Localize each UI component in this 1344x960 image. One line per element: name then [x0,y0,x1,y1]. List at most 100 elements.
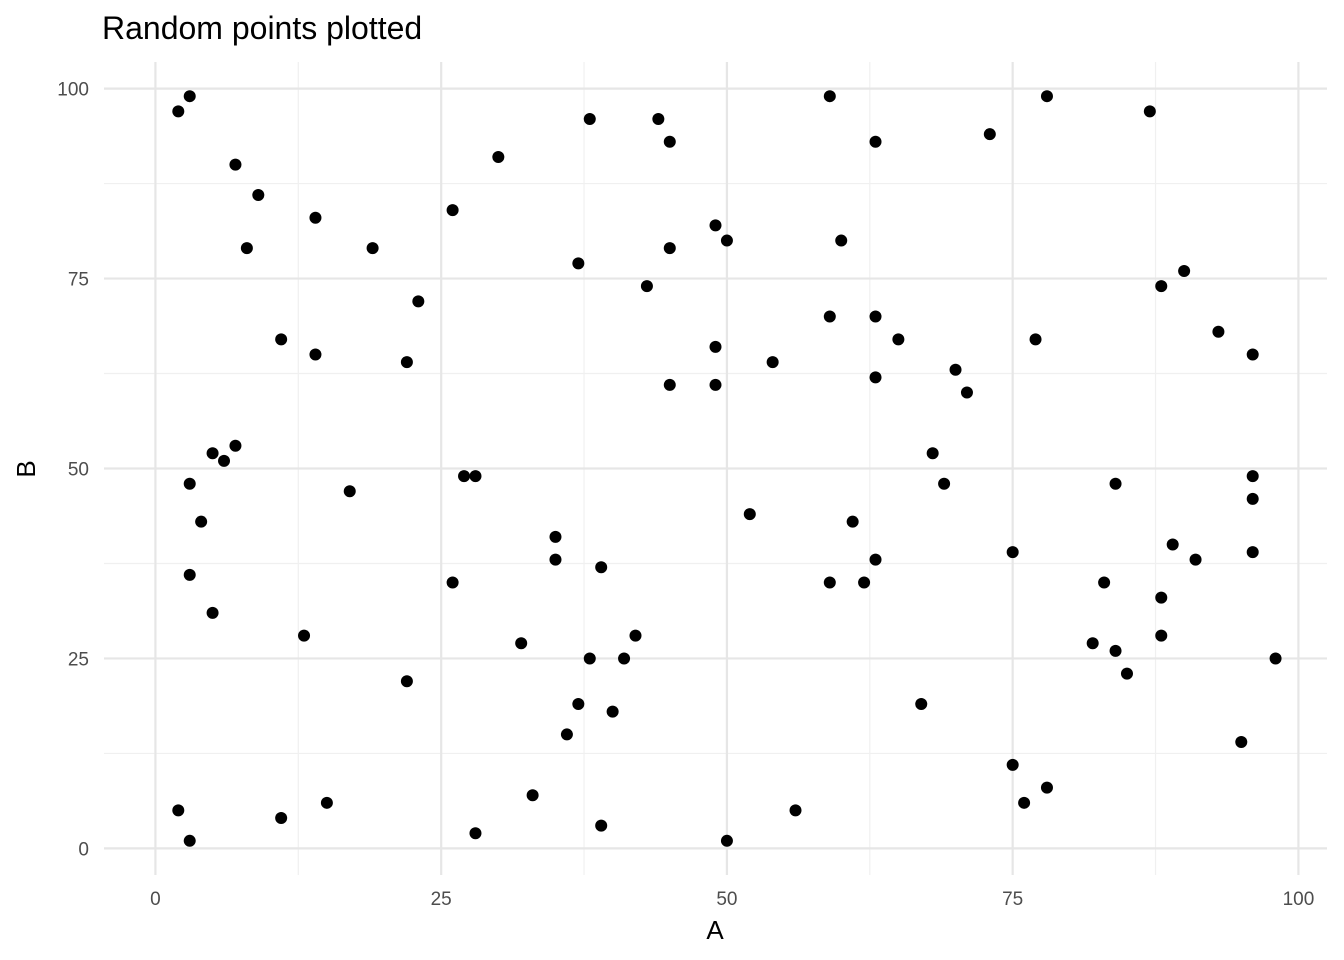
data-point [183,477,196,490]
data-point [206,447,219,460]
major-gridlines [104,62,1327,875]
data-point [595,561,608,574]
data-point [446,204,459,217]
data-point [1178,264,1191,277]
data-point [275,812,288,825]
data-point [1269,652,1282,665]
data-point [218,454,231,467]
data-point [1155,591,1168,604]
data-point [1246,470,1259,483]
data-point [652,112,665,125]
data-point [595,819,608,832]
data-point [1155,280,1168,293]
data-point [709,378,722,391]
y-axis-ticks: 0 25 50 75 100 [57,80,89,861]
data-point [275,333,288,346]
data-point [892,333,905,346]
data-point [938,477,951,490]
data-point [823,576,836,589]
data-point [1098,576,1111,589]
data-point [1212,325,1225,338]
data-point [1018,796,1031,809]
data-point [926,447,939,460]
data-point [869,371,882,384]
data-point [629,629,642,642]
data-point [343,485,356,498]
x-axis-title: A [706,915,724,945]
minor-gridlines [104,62,1327,875]
x-axis-ticks: 0 25 50 75 100 [150,889,1314,910]
data-point [983,128,996,141]
data-point [1246,546,1259,559]
data-point [1155,629,1168,642]
data-point [709,340,722,353]
x-tick-label: 50 [716,889,737,910]
data-point [869,310,882,323]
data-point [858,576,871,589]
data-point [572,698,585,711]
data-point [789,804,802,817]
data-point [320,796,333,809]
data-point [618,652,631,665]
data-point [823,90,836,103]
data-points [172,90,1282,847]
data-point [640,280,653,293]
data-point [743,508,756,521]
x-tick-label: 100 [1283,889,1315,910]
data-point [172,804,185,817]
data-point [1006,758,1019,771]
data-point [1120,667,1133,680]
data-point [549,530,562,543]
data-point [949,363,962,376]
data-point [720,834,733,847]
data-point [195,515,208,528]
data-point [469,827,482,840]
data-point [1109,644,1122,657]
data-point [560,728,573,741]
chart-title: Random points plotted [102,10,422,46]
data-point [298,629,311,642]
data-point [766,356,779,369]
data-point [549,553,562,566]
data-point [183,834,196,847]
data-point [663,242,676,255]
data-point [400,356,413,369]
data-point [1006,546,1019,559]
data-point [446,576,459,589]
data-point [720,234,733,247]
data-point [1040,781,1053,794]
data-point [309,211,322,224]
data-point [1109,477,1122,490]
data-point [400,675,413,688]
data-point [515,637,528,650]
data-point [229,158,242,171]
data-point [835,234,848,247]
y-tick-label: 100 [57,80,89,101]
data-point [583,652,596,665]
data-point [1235,736,1248,749]
data-point [1189,553,1202,566]
data-point [183,568,196,581]
data-point [412,295,425,308]
data-point [1166,538,1179,551]
x-tick-label: 25 [431,889,452,910]
y-tick-label: 0 [78,839,89,860]
data-point [309,348,322,361]
y-axis-title: B [11,460,41,477]
data-point [1143,105,1156,118]
data-point [663,378,676,391]
data-point [469,470,482,483]
x-tick-label: 75 [1002,889,1023,910]
data-point [663,135,676,148]
data-point [869,553,882,566]
data-point [846,515,859,528]
data-point [492,150,505,163]
data-point [252,188,265,201]
data-point [1040,90,1053,103]
data-point [183,90,196,103]
data-point [869,135,882,148]
data-point [1086,637,1099,650]
y-tick-label: 75 [68,270,89,291]
